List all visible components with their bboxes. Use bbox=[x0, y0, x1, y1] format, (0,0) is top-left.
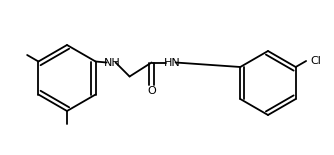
Text: NH: NH bbox=[104, 58, 121, 67]
Text: Cl: Cl bbox=[310, 56, 321, 66]
Text: O: O bbox=[147, 86, 156, 95]
Text: HN: HN bbox=[164, 58, 181, 67]
